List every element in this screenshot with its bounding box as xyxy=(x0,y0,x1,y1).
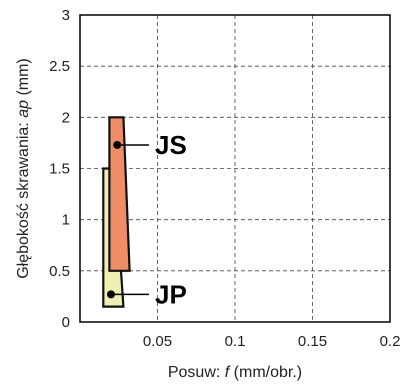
y-tick-label: 0 xyxy=(62,314,70,331)
y-axis-label-var: ap xyxy=(15,100,32,118)
y-tick-label: 2.5 xyxy=(49,58,70,75)
y-axis-label: Głębokość skrawania: ap (mm) xyxy=(15,58,32,279)
x-axis-label-var: f xyxy=(225,364,231,381)
region-marker xyxy=(107,290,115,299)
y-tick-label: 1 xyxy=(62,212,70,229)
regions: JP JS xyxy=(102,116,187,309)
region-label: JS xyxy=(155,130,187,160)
y-axis-label-suffix: (mm) xyxy=(15,58,32,100)
region-label: JP xyxy=(155,279,187,309)
y-axis-label-prefix: Głębokość skrawania: xyxy=(15,118,32,279)
x-tick-label: 0.15 xyxy=(298,333,327,350)
region-shape xyxy=(108,116,131,272)
y-tick-label: 2 xyxy=(62,109,70,126)
plot-frame xyxy=(79,14,391,323)
axis-ticks: 0 0.5 1 1.5 2 2.5 3 0.05 0.1 0.15 0.2 xyxy=(49,7,400,350)
region-js xyxy=(108,116,131,272)
x-axis-label: Posuw: f (mm/obr.) xyxy=(168,364,302,381)
y-tick-label: 3 xyxy=(62,7,70,24)
x-tick-label: 0.05 xyxy=(143,333,172,350)
grid-lines xyxy=(80,15,390,322)
region-js-annotation: JS xyxy=(113,130,187,160)
x-axis-label-prefix: Posuw: xyxy=(168,364,225,381)
y-tick-label: 0.5 xyxy=(49,263,70,280)
x-axis-label-suffix: (mm/obr.) xyxy=(229,364,302,381)
x-tick-label: 0.2 xyxy=(380,333,401,350)
y-tick-label: 1.5 xyxy=(49,161,70,178)
region-marker xyxy=(113,140,122,149)
x-tick-label: 0.1 xyxy=(225,333,246,350)
region-jp-annotation: JP xyxy=(107,279,187,309)
